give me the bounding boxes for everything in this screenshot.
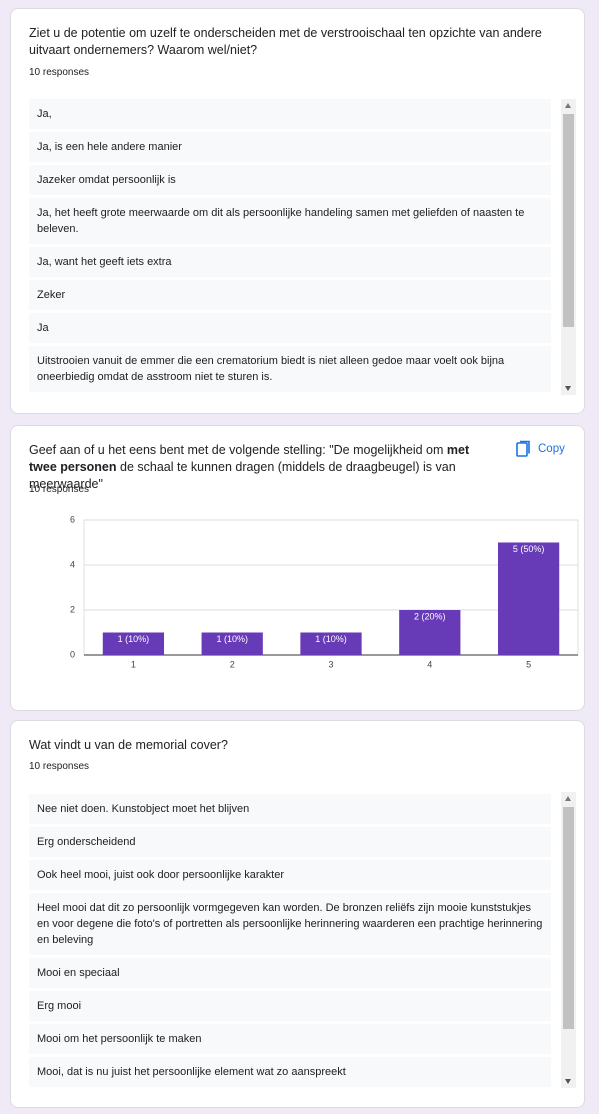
y-tick-label: 0 [70, 649, 75, 659]
y-tick-label: 4 [70, 559, 75, 569]
scrollbar[interactable] [561, 99, 576, 395]
answer-list: Nee niet doen. Kunstobject moet het blij… [29, 794, 551, 1087]
scroll-up[interactable] [565, 103, 571, 108]
copy-button[interactable]: Copy [516, 440, 565, 458]
scroll-thumb[interactable] [563, 114, 574, 327]
question: Ziet u de potentie om uzelf te ondersche… [29, 26, 542, 57]
bar [300, 632, 362, 655]
answer: Mooi, dat is nu juist het persoonlijke e… [29, 1057, 551, 1087]
x-tick-label: 2 [230, 659, 235, 669]
question-text: de schaal te kunnen dragen (middels de d… [29, 460, 456, 491]
scrollbar[interactable] [561, 792, 576, 1088]
question: Geef aan of u het eens bent met de volge… [29, 442, 499, 493]
bar [102, 632, 165, 655]
question-text: Geef aan of u het eens bent met de volge… [29, 443, 447, 457]
chart: 0 2 4 6 1 1 (10%) 2 1 (10%) 3 1 (10%) 4 2 (20%) 5 5 (… [70, 514, 579, 669]
answer: Jazeker omdat persoonlijk is [29, 165, 551, 195]
y-tick-label: 2 [70, 604, 75, 614]
answer: Nee niet doen. Kunstobject moet het blij… [29, 794, 551, 824]
copy-icon [516, 440, 530, 457]
x-tick-label: 3 [328, 659, 333, 669]
scroll-down[interactable] [565, 1079, 571, 1084]
bar [201, 632, 263, 655]
card: Ziet u de potentie om uzelf te ondersche… [10, 8, 585, 414]
answer: Ja, is een hele andere manier [29, 132, 551, 162]
copy-label: Copy [538, 443, 565, 455]
data-label: 5 (50%) [513, 544, 545, 554]
card: Geef aan of u het eens bent met de volge… [10, 425, 585, 711]
card: Wat vindt u van de memorial cover? 10 re… [10, 720, 585, 1108]
scroll-thumb[interactable] [563, 807, 574, 1029]
answer: Ja, [29, 99, 551, 129]
data-label: 1 (10%) [216, 634, 248, 644]
x-tick-label: 1 [131, 659, 136, 669]
answer: Zeker [29, 280, 551, 310]
question: Wat vindt u van de memorial cover? [29, 738, 228, 752]
response-count: 10 responses [29, 67, 90, 78]
question-bold: met twee personen [29, 443, 470, 474]
answer: Mooi om het persoonlijk te maken [29, 1024, 551, 1054]
data-label: 1 (10%) [118, 634, 150, 644]
data-label: 1 (10%) [315, 634, 347, 644]
answer: Mooi en speciaal [29, 958, 551, 988]
bar [399, 610, 461, 655]
data-label: 2 (20%) [414, 611, 446, 621]
scroll-down[interactable] [565, 386, 571, 391]
answer: Ja [29, 313, 551, 343]
answer: Heel mooi dat dit zo persoonlijk vormgeg… [29, 893, 551, 955]
answer-list: Ja, Ja, is een hele andere manier Jazeker … [29, 99, 551, 392]
answer: Ja, het heeft grote meerwaarde om dit al… [29, 198, 551, 244]
answer: Ja, want het geeft iets extra [29, 247, 551, 277]
response-count: 10 responses [29, 761, 90, 772]
scroll-up[interactable] [565, 796, 571, 801]
response-count: 10 responses [29, 484, 90, 495]
bar [497, 542, 560, 655]
x-tick-label: 4 [427, 659, 432, 669]
x-tick-label: 5 [526, 659, 531, 669]
answer: Uitstrooien vanuit de emmer die een crem… [29, 346, 551, 392]
answer: Erg onderscheidend [29, 827, 551, 857]
y-tick-label: 6 [70, 514, 75, 524]
answer: Ook heel mooi, juist ook door persoonlij… [29, 860, 551, 890]
answer: Erg mooi [29, 991, 551, 1021]
